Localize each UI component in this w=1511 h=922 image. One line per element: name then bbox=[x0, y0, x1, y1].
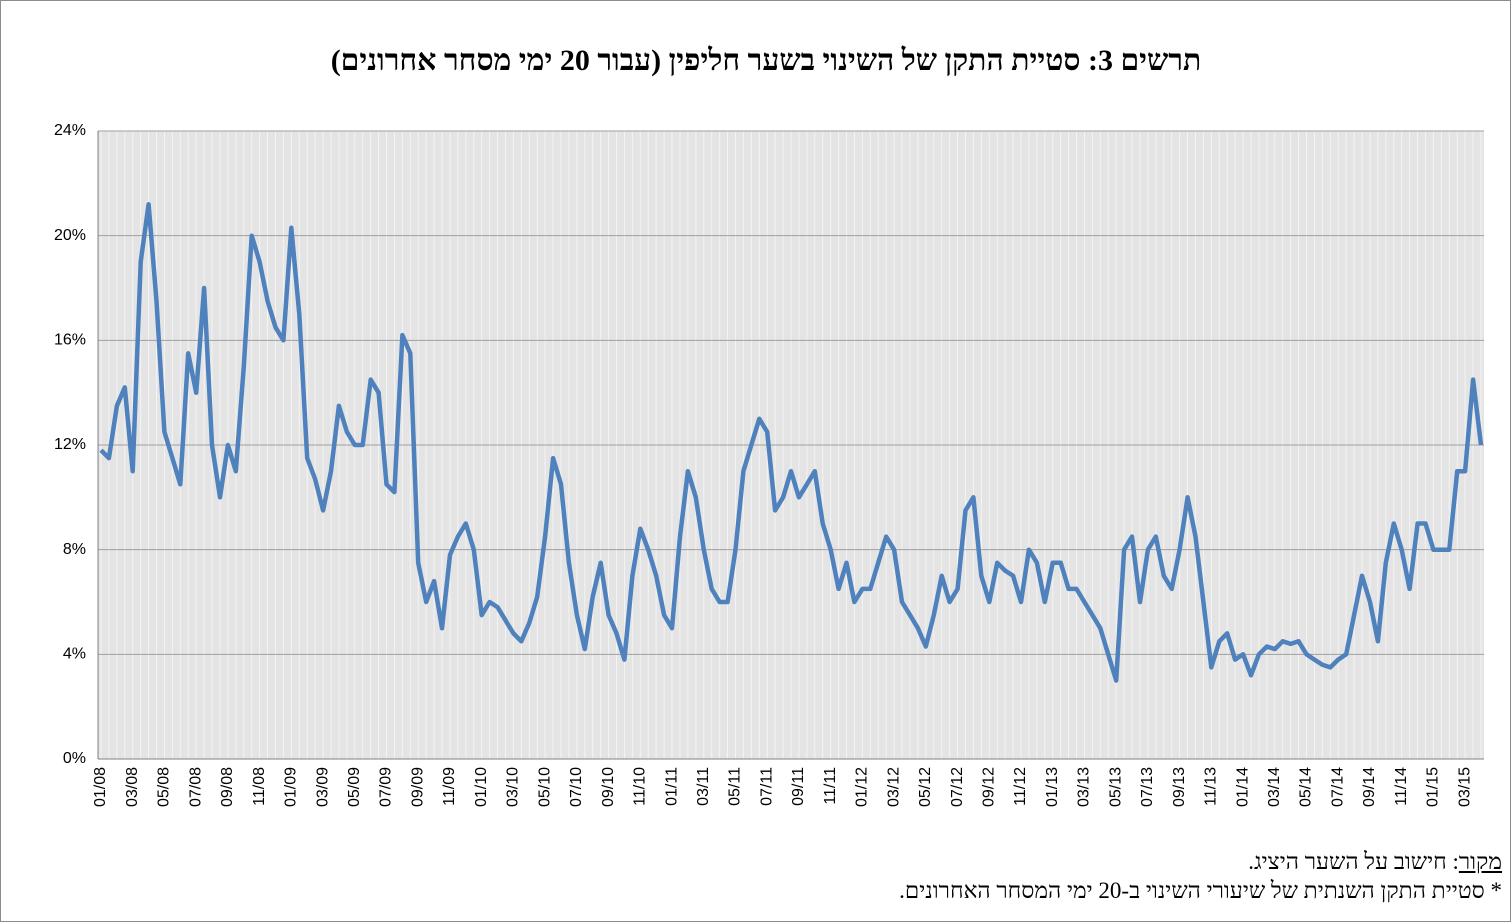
x-tick-label: 01/10 bbox=[473, 767, 490, 807]
x-tick-label: 11/09 bbox=[441, 767, 458, 806]
x-tick-label: 01/15 bbox=[1425, 767, 1442, 807]
x-tick-label: 05/13 bbox=[1107, 767, 1124, 807]
x-tick-label: 01/11 bbox=[663, 767, 680, 806]
x-tick-label: 07/10 bbox=[568, 767, 585, 807]
x-tick-label: 01/14 bbox=[1234, 767, 1251, 807]
y-tick-label: 12% bbox=[54, 436, 86, 453]
x-tick-label: 11/11 bbox=[822, 767, 839, 805]
x-tick-label: 03/14 bbox=[1266, 767, 1283, 807]
x-tick-label: 07/14 bbox=[1329, 767, 1346, 807]
x-tick-label: 05/09 bbox=[346, 767, 363, 807]
x-tick-label: 01/12 bbox=[854, 767, 871, 807]
x-tick-label: 11/14 bbox=[1393, 767, 1410, 806]
y-tick-label: 20% bbox=[54, 227, 86, 244]
x-tick-label: 01/13 bbox=[1044, 767, 1061, 807]
y-tick-label: 8% bbox=[63, 541, 86, 558]
x-tick-label: 03/12 bbox=[885, 767, 902, 807]
y-tick-label: 0% bbox=[63, 750, 86, 767]
source-text: : חישוב על השער היציג. bbox=[1248, 849, 1459, 874]
x-tick-label: 01/08 bbox=[92, 767, 109, 807]
x-tick-label: 09/11 bbox=[790, 767, 807, 806]
x-tick-label: 11/12 bbox=[1012, 767, 1029, 806]
x-tick-label: 07/09 bbox=[378, 767, 395, 807]
x-tick-label: 01/09 bbox=[283, 767, 300, 807]
source-label: מקור bbox=[1458, 849, 1502, 874]
x-tick-label: 07/12 bbox=[949, 767, 966, 807]
x-tick-label: 07/11 bbox=[758, 767, 775, 806]
x-tick-label: 11/10 bbox=[632, 767, 649, 806]
x-tick-label: 09/13 bbox=[1171, 767, 1188, 807]
x-tick-label: 09/09 bbox=[409, 767, 426, 807]
x-tick-label: 03/11 bbox=[695, 767, 712, 806]
x-tick-label: 07/08 bbox=[187, 767, 204, 807]
x-tick-label: 05/11 bbox=[727, 767, 744, 806]
x-tick-label: 09/14 bbox=[1361, 767, 1378, 807]
x-tick-label: 03/15 bbox=[1456, 767, 1473, 807]
x-tick-label: 09/10 bbox=[600, 767, 617, 807]
source: מקור: חישוב על השער היציג. bbox=[1248, 849, 1502, 875]
x-tick-label: 05/12 bbox=[917, 767, 934, 807]
x-tick-label: 09/12 bbox=[980, 767, 997, 807]
y-tick-label: 16% bbox=[54, 332, 86, 349]
footnote: * סטיית התקן השנתית של שיעורי השינוי ב-2… bbox=[899, 878, 1502, 903]
x-tick-label: 05/08 bbox=[156, 767, 173, 807]
x-tick-label: 03/10 bbox=[505, 767, 522, 807]
x-tick-label: 05/10 bbox=[536, 767, 553, 807]
chart-title: תרשים 3: סטיית התקן של השינוי בשער חליפי… bbox=[331, 44, 1202, 77]
x-tick-label: 05/14 bbox=[1298, 767, 1315, 807]
x-tick-label: 03/08 bbox=[124, 767, 141, 807]
x-tick-label: 11/13 bbox=[1203, 767, 1220, 806]
data-line bbox=[99, 202, 1484, 683]
x-tick-label: 11/08 bbox=[251, 767, 268, 806]
x-tick-label: 03/13 bbox=[1076, 767, 1093, 807]
x-tick-label: 07/13 bbox=[1139, 767, 1156, 807]
y-tick-label: 4% bbox=[63, 646, 86, 663]
y-tick-label: 24% bbox=[54, 122, 86, 139]
x-tick-label: 03/09 bbox=[314, 767, 331, 807]
x-tick-label: 09/08 bbox=[219, 767, 236, 807]
